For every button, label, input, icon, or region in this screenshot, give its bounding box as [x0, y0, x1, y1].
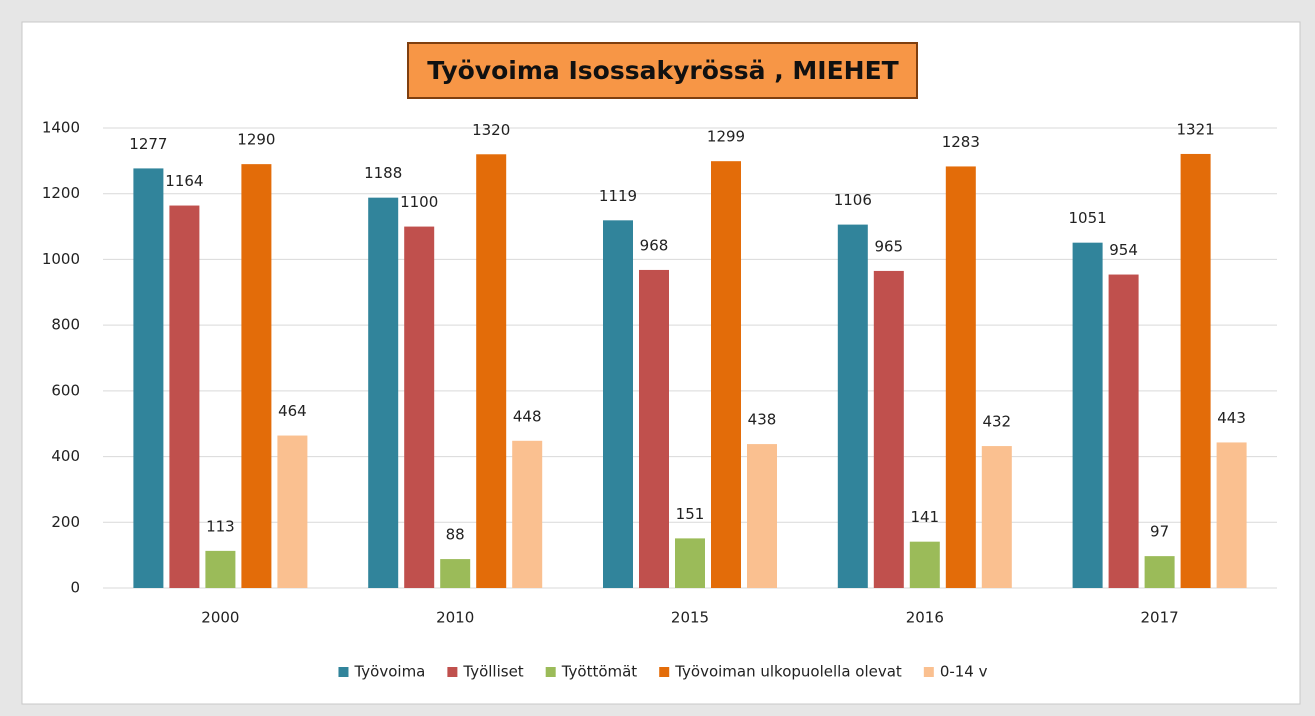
bar — [639, 269, 669, 588]
bar — [1144, 556, 1175, 588]
data-label: 1321 — [1177, 120, 1215, 138]
legend-label: Työvoiman ulkopuolella olevat — [674, 663, 902, 681]
bar — [476, 154, 507, 589]
bar — [837, 224, 868, 588]
bar — [909, 541, 940, 588]
data-label: 1119 — [599, 187, 637, 205]
bar — [1216, 442, 1247, 588]
y-tick-label: 1400 — [42, 119, 80, 137]
x-tick-label: 2017 — [1141, 609, 1179, 627]
legend-label: Työttömät — [561, 663, 638, 681]
data-label: 965 — [874, 237, 903, 255]
bar — [873, 270, 904, 588]
data-label: 448 — [513, 407, 542, 425]
data-label: 443 — [1217, 409, 1246, 427]
data-label: 1188 — [364, 164, 402, 182]
bar — [440, 559, 471, 588]
title-box — [407, 42, 918, 99]
legend-swatch — [338, 667, 349, 677]
y-tick-label: 0 — [70, 579, 80, 597]
legend-swatch — [447, 667, 458, 677]
legend-label: Työlliset — [462, 663, 523, 681]
data-label: 151 — [676, 505, 705, 523]
legend-label: 0-14 v — [940, 663, 988, 681]
bar — [1072, 242, 1103, 588]
bar — [675, 538, 705, 588]
x-tick-label: 2000 — [201, 609, 239, 627]
legend-swatch — [659, 667, 670, 677]
data-label: 113 — [206, 517, 235, 535]
data-label: 97 — [1150, 523, 1169, 541]
y-tick-label: 200 — [51, 513, 80, 531]
y-tick-label: 600 — [51, 381, 80, 399]
data-label: 1320 — [472, 121, 510, 139]
bar — [277, 435, 308, 588]
bar — [512, 440, 543, 588]
y-tick-label: 400 — [51, 447, 80, 465]
bar — [603, 220, 633, 589]
x-tick-label: 2016 — [906, 609, 944, 627]
data-label: 1100 — [400, 193, 438, 211]
data-label: 1290 — [237, 131, 275, 149]
chart-title: Työvoima Isossakyrössä , MIEHET — [427, 56, 898, 85]
bar — [981, 446, 1012, 588]
data-label: 1299 — [707, 128, 745, 146]
y-tick-label: 800 — [51, 316, 80, 334]
bar — [169, 205, 200, 589]
x-tick-label: 2015 — [671, 609, 709, 627]
bar — [945, 166, 976, 588]
bar — [747, 444, 777, 588]
data-label: 1283 — [942, 133, 980, 151]
bar — [404, 226, 435, 589]
data-label: 141 — [910, 508, 939, 526]
data-label: 968 — [640, 236, 669, 254]
legend-label: Työvoima — [353, 663, 425, 681]
bar — [133, 168, 164, 588]
x-tick-label: 2010 — [436, 609, 474, 627]
legend-swatch — [545, 667, 556, 677]
bar — [1108, 274, 1139, 588]
data-label: 438 — [748, 411, 777, 429]
bar — [368, 197, 399, 588]
data-label: 464 — [278, 402, 307, 420]
data-label: 1106 — [834, 191, 872, 209]
data-label: 1051 — [1069, 209, 1107, 227]
y-tick-label: 1200 — [42, 184, 80, 202]
bar — [1180, 153, 1211, 588]
data-label: 954 — [1109, 241, 1138, 259]
bar — [205, 550, 236, 588]
bar — [711, 161, 741, 588]
legend-swatch — [923, 667, 934, 677]
data-label: 1164 — [165, 172, 203, 190]
data-label: 88 — [446, 526, 465, 544]
bar — [241, 164, 272, 588]
y-tick-label: 1000 — [42, 250, 80, 268]
data-label: 1277 — [129, 135, 167, 153]
data-label: 432 — [982, 413, 1011, 431]
